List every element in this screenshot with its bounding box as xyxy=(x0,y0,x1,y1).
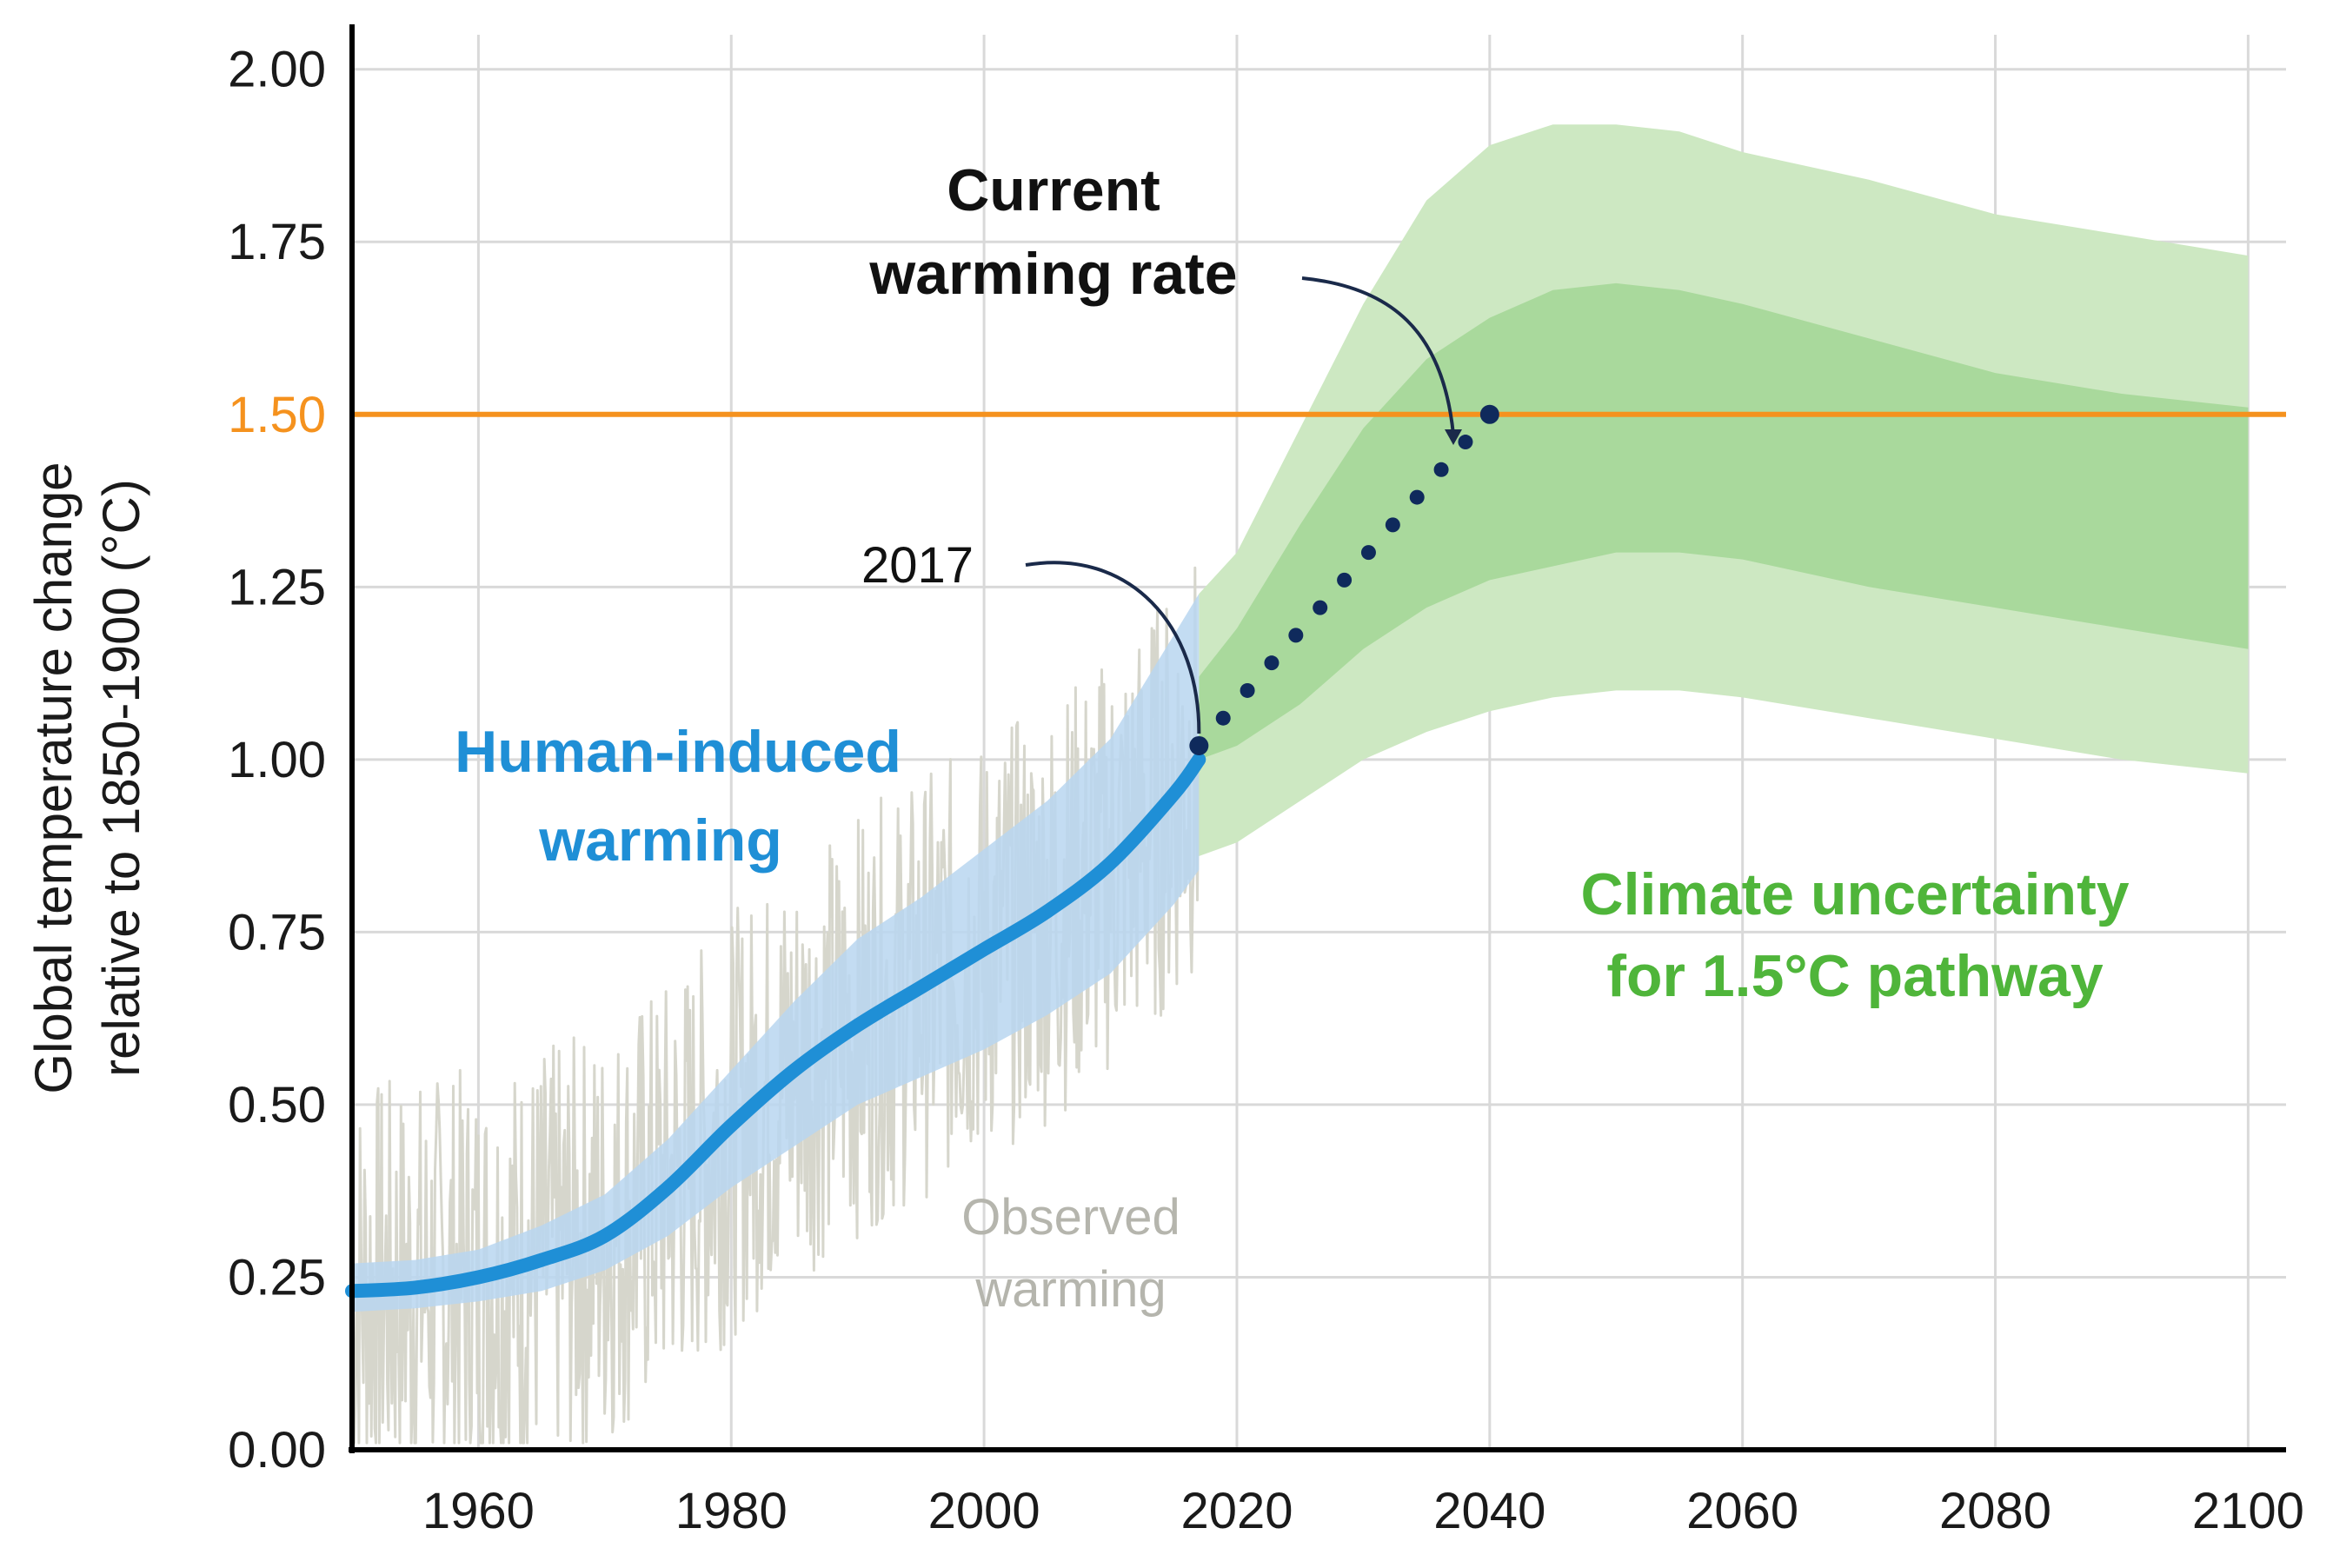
rate-dot-8 xyxy=(1385,517,1400,533)
human-induced-series xyxy=(345,594,1206,1312)
human-induced-label-line-2: warming xyxy=(538,807,782,874)
x-tick-label-2020: 2020 xyxy=(1180,1483,1293,1539)
y-tick-label-0.00: 0.00 xyxy=(228,1422,326,1478)
current-rate-title: Current xyxy=(947,157,1160,223)
rate-dot-9 xyxy=(1409,489,1425,505)
y-tick-label-1.75: 1.75 xyxy=(228,214,326,270)
leader-current-rate-arrowhead xyxy=(1445,429,1462,445)
observed-warming-label-line-1: Observed xyxy=(961,1189,1180,1246)
x-tick-label-2060: 2060 xyxy=(1686,1483,1798,1539)
leader-2017 xyxy=(1025,561,1201,734)
year-2017-label: 2017 xyxy=(861,537,974,594)
current-rate-group xyxy=(1025,276,1499,755)
rate-dot-4 xyxy=(1288,628,1304,643)
leader-current-rate xyxy=(1301,276,1455,435)
x-tick-label-2000: 2000 xyxy=(928,1483,1040,1539)
human-induced-label-line-1: Human-induced xyxy=(455,719,901,785)
uncertainty-inner-band xyxy=(1199,282,2249,760)
y-tick-label-1.00: 1.00 xyxy=(228,732,326,788)
rate-dot-12 xyxy=(1479,404,1499,424)
human-induced-band xyxy=(352,594,1200,1312)
x-tick-label-1960: 1960 xyxy=(422,1483,535,1539)
rate-dot-6 xyxy=(1337,572,1353,588)
y-tick-label-0.50: 0.50 xyxy=(228,1077,326,1133)
tick-labels: 0.00 0.25 0.50 0.75 1.00 1.25 1.50 1.75 2.00 1960… xyxy=(228,42,2304,1539)
rate-dot-1 xyxy=(1215,710,1231,726)
rate-dot-3 xyxy=(1264,655,1279,671)
rate-dot-11 xyxy=(1458,435,1473,450)
uncertainty-label-line-1: Climate uncertainty xyxy=(1580,861,2129,927)
y-axis-label-line-1: Global temperature change xyxy=(24,462,83,1093)
uncertainty-label-line-2: for 1.5°C pathway xyxy=(1606,943,2104,1009)
y-axis-label-line-2: relative to 1850-1900 (°C) xyxy=(92,479,150,1077)
y-tick-label-1.25: 1.25 xyxy=(228,559,326,615)
y-tick-label-0.75: 0.75 xyxy=(228,904,326,960)
rate-dot-7 xyxy=(1360,545,1376,561)
axes xyxy=(349,24,2286,1453)
current-rate-subtitle: warming rate xyxy=(868,241,1237,307)
x-tick-label-1980: 1980 xyxy=(675,1483,788,1539)
y-tick-label-0.25: 0.25 xyxy=(228,1249,326,1306)
rate-dot-5 xyxy=(1313,600,1328,615)
x-tick-label-2040: 2040 xyxy=(1433,1483,1545,1539)
y-tick-label-1.50: 1.50 xyxy=(228,387,326,443)
x-tick-label-2100: 2100 xyxy=(2192,1483,2304,1539)
uncertainty-bands xyxy=(1199,124,2249,856)
rate-dot-2 xyxy=(1240,682,1255,698)
y-tick-label-2.00: 2.00 xyxy=(228,42,326,98)
observed-warming-label-line-2: warming xyxy=(974,1261,1166,1318)
human-induced-line xyxy=(345,752,1206,1299)
x-tick-label-2080: 2080 xyxy=(1939,1483,2051,1539)
rate-dot-10 xyxy=(1433,462,1449,477)
rate-dot-0 xyxy=(1189,735,1209,755)
